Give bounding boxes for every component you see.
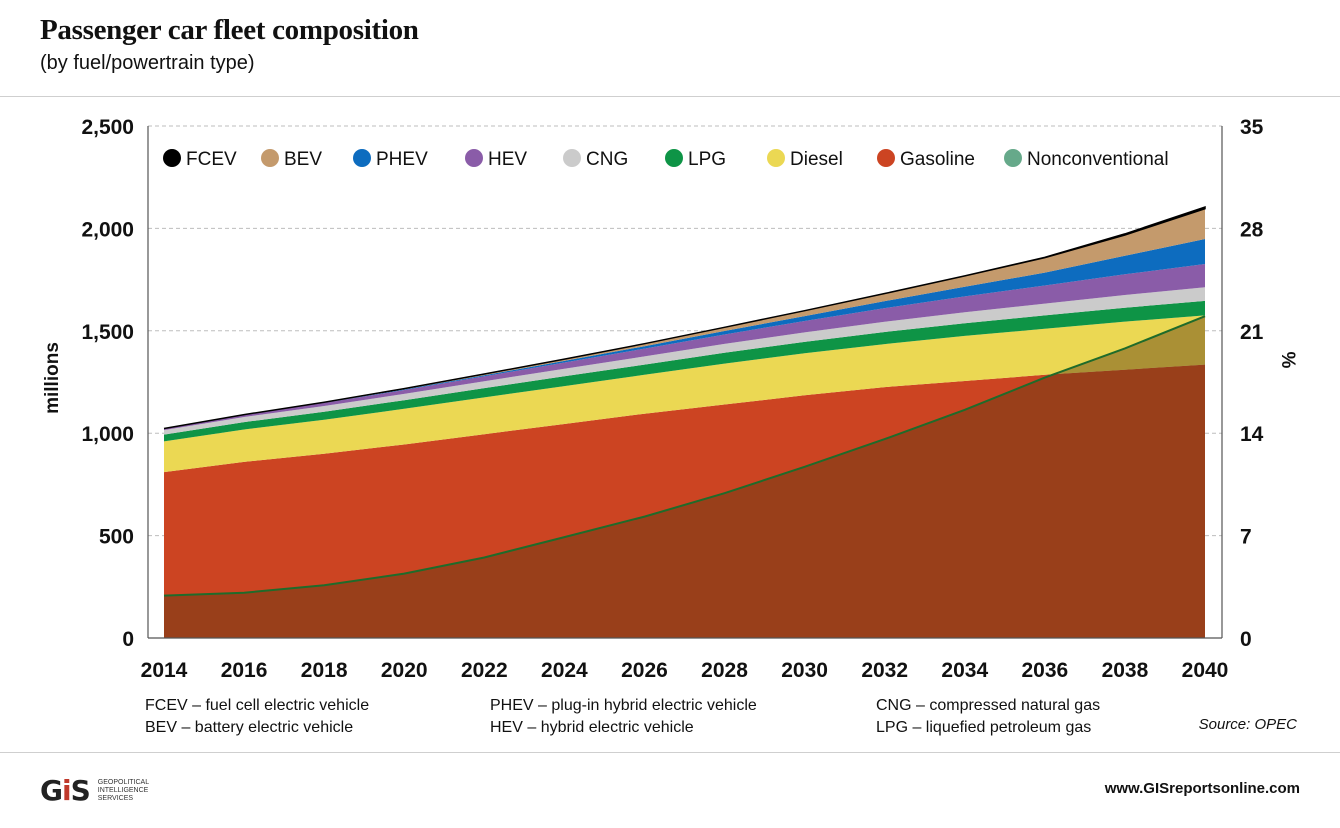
chart-subtitle: (by fuel/powertrain type) (40, 52, 255, 74)
legend-label-diesel: Diesel (790, 149, 843, 170)
note-cng: CNG – compressed natural gas (876, 697, 1101, 714)
legend-swatch-diesel (767, 149, 785, 167)
legend-swatch-nonconventional (1004, 149, 1022, 167)
legend-label-nonconventional: Nonconventional (1027, 149, 1169, 170)
share-line (163, 315, 1206, 597)
legend-swatch-gasoline (877, 149, 895, 167)
note-lpg: LPG – liquefied petroleum gas (876, 719, 1092, 736)
header-divider (0, 96, 1340, 97)
x-tick-label: 2018 (301, 659, 348, 682)
x-tick-label: 2020 (381, 659, 428, 682)
fleet-composition-chart: 0 500 1,000 1,500 2,000 2,500 0 7 14 21 28 35 2014 20… (42, 116, 1298, 682)
y-tick-label: 0 (122, 628, 134, 651)
notes-column-3: CNG – compressed natural gas LPG – lique… (876, 695, 1100, 739)
y-tick-label: 500 (99, 526, 134, 549)
y-tick-label: 1,000 (81, 423, 134, 446)
legend-label-lpg: LPG (688, 149, 726, 170)
x-tick-label: 2036 (1021, 659, 1068, 682)
x-tick-label: 2024 (541, 659, 588, 682)
y2-tick-label: 7 (1240, 526, 1252, 549)
legend-swatch-cng (563, 149, 581, 167)
x-tick-label: 2040 (1182, 659, 1229, 682)
x-tick-label: 2038 (1102, 659, 1149, 682)
area-diesel (164, 315, 1205, 473)
area-fcev (163, 206, 1206, 430)
area-hev (164, 264, 1205, 431)
note-hev: HEV – hybrid electric vehicle (490, 719, 694, 736)
gis-logo-mark: GiS (40, 774, 91, 807)
legend-label-fcev: FCEV (186, 149, 237, 170)
notes-column-1: FCEV – fuel cell electric vehicle BEV – … (145, 695, 369, 739)
gis-logo-text: GEOPOLITICAL INTELLIGENCE SERVICES (97, 778, 150, 802)
y2-tick-label: 14 (1240, 423, 1264, 446)
y-tick-label: 1,500 (81, 321, 134, 344)
source-note: Source: OPEC (1198, 716, 1297, 733)
note-bev: BEV – battery electric vehicle (145, 719, 354, 736)
y2-tick-label: 21 (1240, 321, 1264, 344)
legend-label-hev: HEV (488, 149, 527, 170)
x-tick-label: 2022 (461, 659, 508, 682)
y2-tick-label: 35 (1240, 116, 1264, 139)
notes-column-2: PHEV – plug-in hybrid electric vehicle H… (490, 695, 757, 739)
x-tick-label: 2028 (701, 659, 748, 682)
legend-label-phev: PHEV (376, 149, 428, 170)
chart-title: Passenger car fleet composition (40, 14, 419, 46)
area-cng (164, 287, 1205, 435)
legend-swatch-bev (261, 149, 279, 167)
y2-tick-label: 0 (1240, 628, 1252, 651)
legend-swatch-phev (353, 149, 371, 167)
x-tick-label: 2014 (141, 659, 188, 682)
x-tick-label: 2026 (621, 659, 668, 682)
legend-label-bev: BEV (284, 149, 322, 170)
y-tick-label: 2,000 (81, 218, 134, 241)
note-fcev: FCEV – fuel cell electric vehicle (145, 697, 370, 714)
legend-swatch-fcev (163, 149, 181, 167)
legend-swatch-lpg (665, 149, 683, 167)
x-tick-label: 2016 (221, 659, 268, 682)
legend-swatch-hev (465, 149, 483, 167)
website-link[interactable]: www.GISreportsonline.com (1104, 780, 1300, 797)
y2-tick-label: 28 (1240, 218, 1264, 241)
gis-logo[interactable]: GiS GEOPOLITICAL INTELLIGENCE SERVICES (40, 774, 149, 807)
legend-label-cng: CNG (586, 149, 628, 170)
y-tick-label: 2,500 (81, 116, 134, 139)
y-axis-title: millions (42, 342, 63, 414)
note-phev: PHEV – plug-in hybrid electric vehicle (490, 697, 757, 714)
legend-label-gasoline: Gasoline (900, 149, 975, 170)
area-lpg (164, 300, 1205, 442)
x-tick-label: 2034 (941, 659, 988, 682)
footer-divider (0, 752, 1340, 753)
share-overlay (164, 316, 1205, 638)
x-tick-label: 2030 (781, 659, 828, 682)
y2-axis-title: % (1277, 352, 1298, 369)
x-tick-label: 2032 (861, 659, 908, 682)
